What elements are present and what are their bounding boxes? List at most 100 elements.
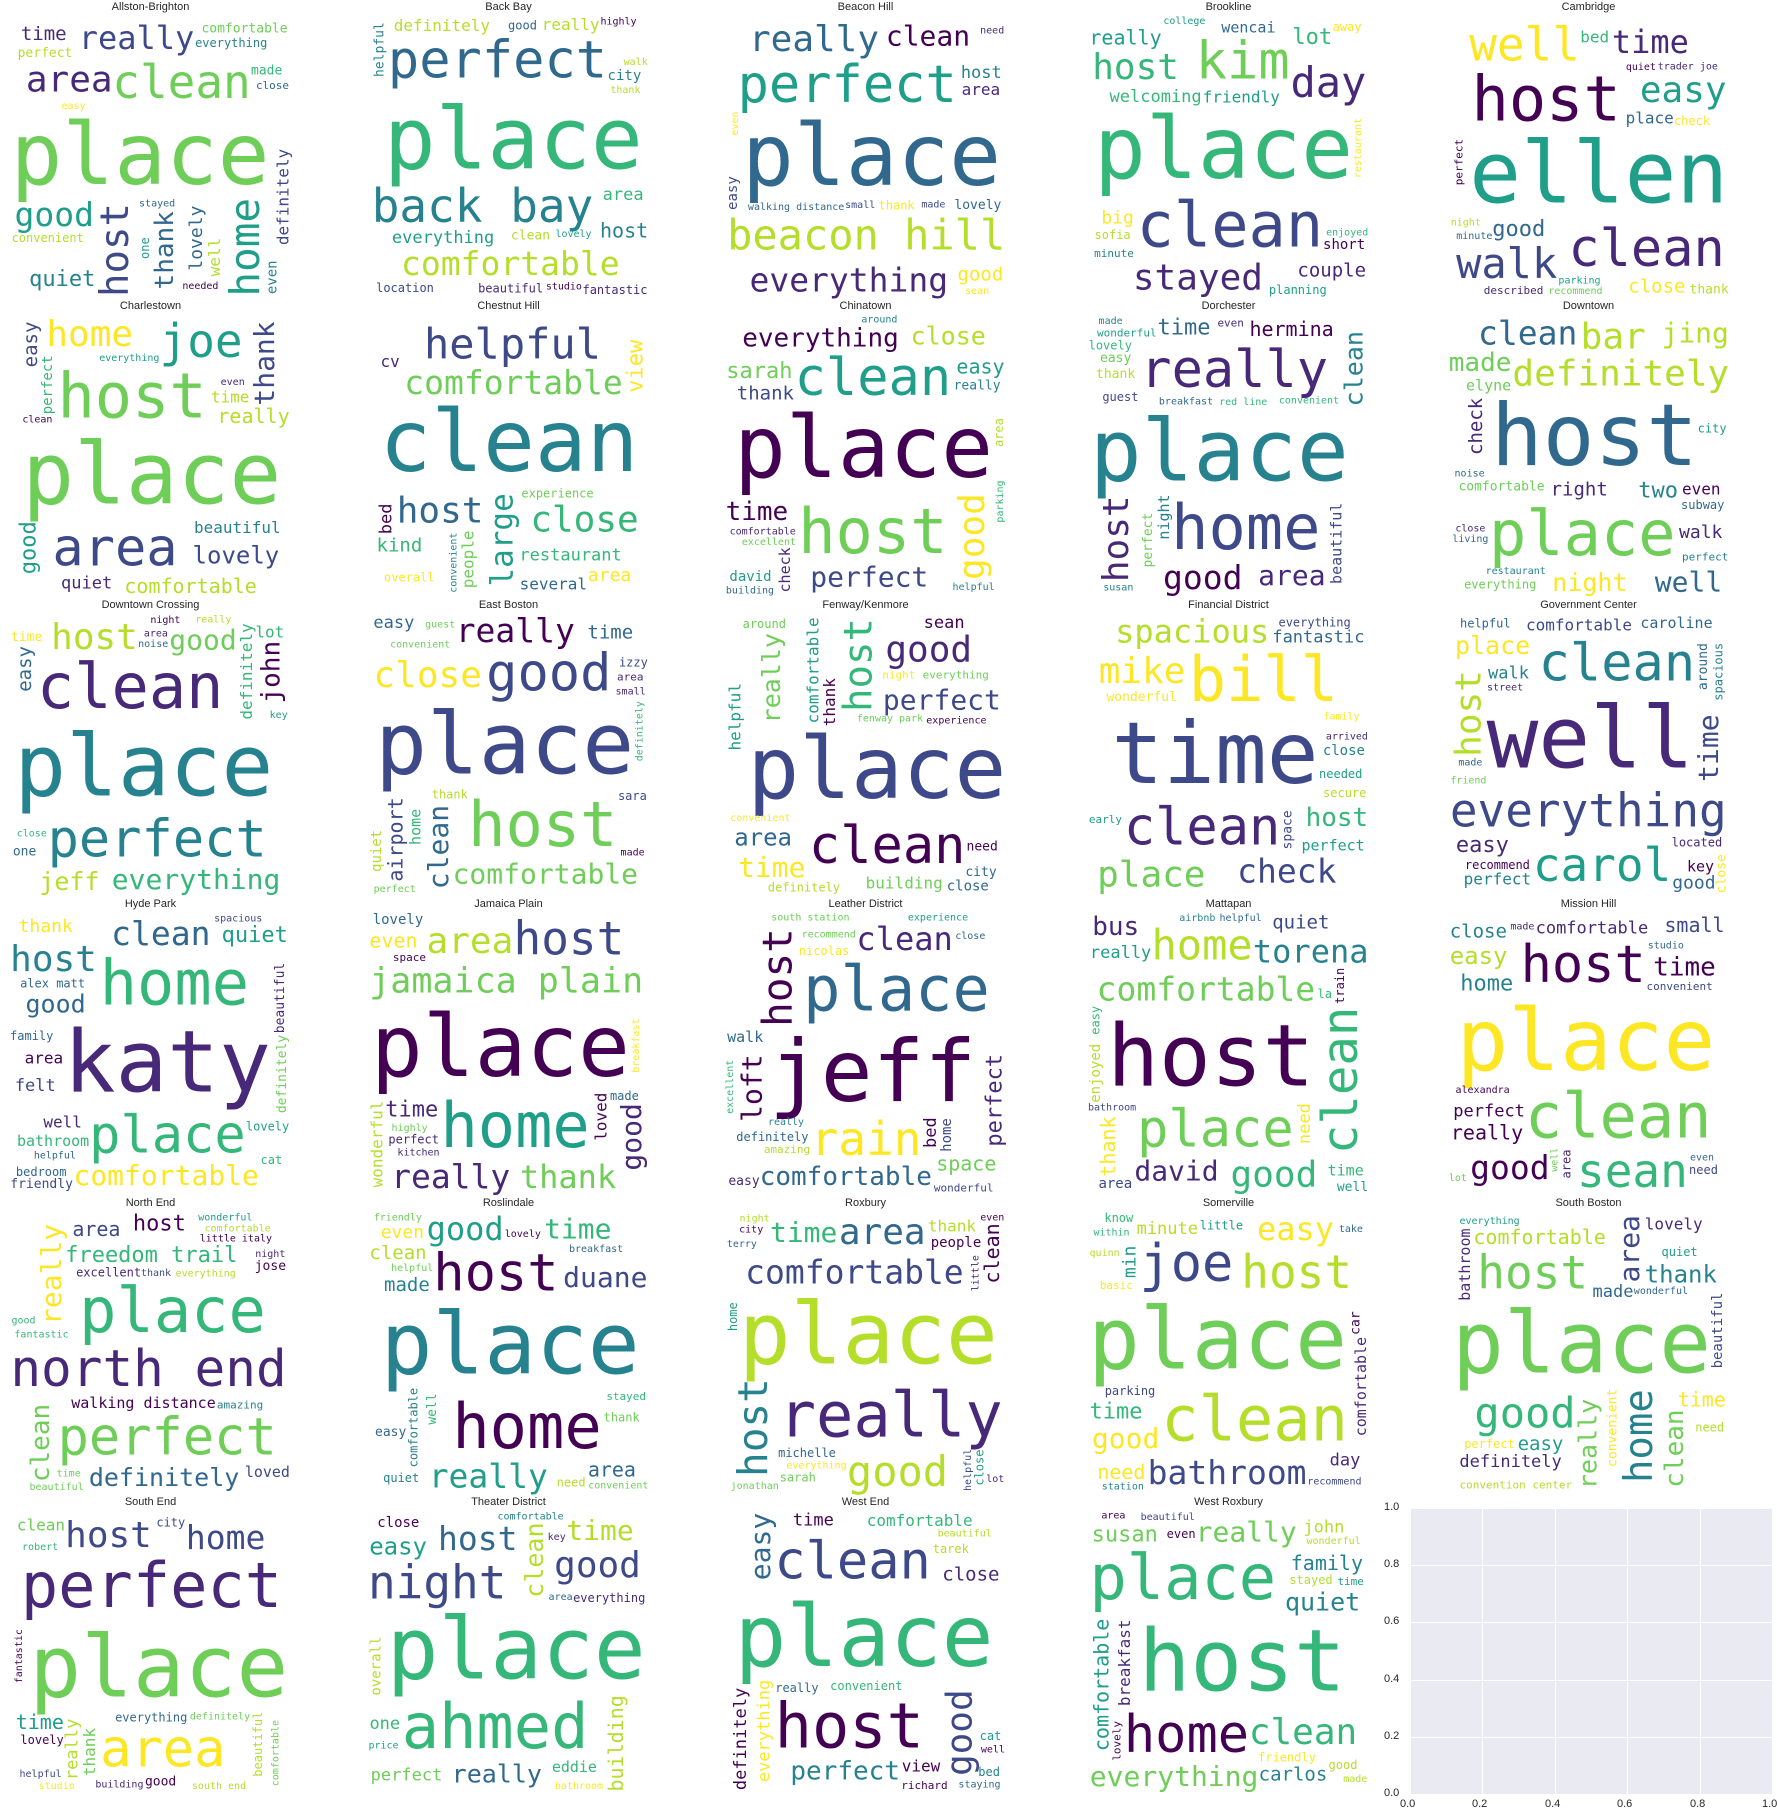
word-made: made bbox=[1099, 316, 1123, 327]
word-time: time bbox=[587, 621, 633, 643]
word-train: train bbox=[1333, 968, 1347, 1004]
word-convenient: convenient bbox=[830, 1679, 902, 1693]
word-home: home bbox=[1460, 971, 1513, 996]
word-thank: thank bbox=[1645, 1261, 1718, 1289]
word-experience: experience bbox=[521, 487, 593, 501]
word-jamaica-plain: jamaica plain bbox=[369, 962, 643, 1002]
word-definitely: definitely bbox=[275, 1035, 290, 1113]
word-night: night bbox=[882, 669, 915, 682]
word-perfect: perfect bbox=[1464, 869, 1531, 888]
word-comfortable: comfortable bbox=[271, 1720, 282, 1786]
word-recommend: recommend bbox=[802, 930, 856, 941]
word-made: made bbox=[1510, 921, 1534, 932]
word-day: day bbox=[1330, 1451, 1361, 1471]
word-street: street bbox=[1487, 682, 1523, 693]
word-good: good bbox=[145, 1775, 176, 1790]
word-comfortable: comfortable bbox=[1526, 615, 1632, 634]
word-beautiful: beautiful bbox=[194, 518, 281, 537]
wordcloud-canvas: place really host comfortable good area clean t… bbox=[723, 1210, 1008, 1495]
word-definitely: definitely bbox=[768, 881, 840, 895]
wordcloud-title: Government Center bbox=[1540, 599, 1637, 611]
word-good: good bbox=[1474, 1388, 1575, 1437]
word-really: really bbox=[768, 1117, 804, 1128]
word-close: close bbox=[911, 322, 986, 351]
word-everything: everything bbox=[1090, 1760, 1259, 1793]
word-studio: studio bbox=[1648, 941, 1684, 952]
word-bed: bed bbox=[978, 1765, 1000, 1779]
word-night: night bbox=[368, 1555, 506, 1609]
word-perfect: perfect bbox=[40, 355, 56, 414]
wordcloud-title: Chestnut Hill bbox=[477, 300, 540, 312]
word-clean: clean bbox=[1161, 1383, 1348, 1456]
word-thank: thank bbox=[1096, 367, 1135, 382]
word-one: one bbox=[369, 1714, 400, 1734]
word-bathroom: bathroom bbox=[17, 1132, 89, 1150]
word-host: host bbox=[1306, 803, 1369, 833]
wordcloud-title: Theater District bbox=[471, 1496, 546, 1508]
word-convenient: convenient bbox=[1605, 1389, 1620, 1467]
word-loved: loved bbox=[592, 1093, 611, 1141]
wordcloud-fenway-kenmore: Fenway/Kenmore place host clean perfect comfo… bbox=[723, 598, 1008, 897]
word-located: located bbox=[1672, 836, 1723, 850]
word-good: good bbox=[952, 493, 993, 580]
word-easy: easy bbox=[1100, 351, 1131, 366]
word-place: place bbox=[742, 106, 1001, 206]
word-min: min bbox=[1120, 1246, 1141, 1279]
wordcloud-roxbury: Roxbury place really host comfortable good are… bbox=[723, 1196, 1008, 1495]
word-minute: minute bbox=[1137, 1219, 1198, 1239]
word-bus: bus bbox=[1092, 912, 1139, 942]
wordcloud-title: Beacon Hill bbox=[837, 1, 894, 13]
word-host: host bbox=[1448, 670, 1489, 757]
word-easy: easy bbox=[1257, 1210, 1334, 1248]
word-sarah: sarah bbox=[726, 359, 792, 384]
word-key: key bbox=[1687, 858, 1714, 876]
word-perfect: perfect bbox=[21, 1549, 282, 1622]
word-thank: thank bbox=[1096, 1116, 1120, 1176]
word-place: place bbox=[1452, 1294, 1711, 1394]
word-even: even bbox=[730, 111, 741, 135]
word-home: home bbox=[440, 1089, 589, 1162]
word-city: city bbox=[739, 1225, 763, 1236]
word-sean: sean bbox=[965, 286, 989, 297]
word-elyne: elyne bbox=[1466, 376, 1511, 394]
word-family: family bbox=[10, 1029, 53, 1043]
word-even: even bbox=[1217, 316, 1244, 329]
word-area: area bbox=[100, 1720, 225, 1780]
wordcloud-title: Financial District bbox=[1188, 599, 1269, 611]
word-staying: staying bbox=[958, 1779, 1000, 1790]
word-need: need bbox=[1097, 1460, 1145, 1484]
word-convenient: convenient bbox=[1279, 396, 1339, 407]
word-host: host bbox=[754, 928, 802, 1027]
word-david: david bbox=[1134, 1155, 1218, 1188]
word-cv: cv bbox=[380, 352, 399, 371]
word-amazing: amazing bbox=[217, 1398, 263, 1411]
word-night: night bbox=[1155, 494, 1173, 539]
word-time: time bbox=[1337, 1575, 1364, 1588]
word-really: really bbox=[1196, 1516, 1297, 1549]
word-lot: lot bbox=[1449, 1173, 1467, 1184]
word-good: good bbox=[1092, 1422, 1159, 1455]
word-kim: kim bbox=[1196, 31, 1290, 91]
wordcloud-charlestown: Charlestown place host area joe comfortable ho… bbox=[8, 299, 293, 598]
wordcloud-title: Chinatown bbox=[839, 300, 892, 312]
wordcloud-leather-district: Leather District jeff place host rain comfort… bbox=[723, 897, 1008, 1196]
word-time: time bbox=[793, 1511, 834, 1531]
word-even: even bbox=[265, 260, 281, 294]
word-key: key bbox=[270, 710, 288, 721]
word-overall: overall bbox=[384, 571, 435, 585]
wordcloud-hyde-park: Hyde Park katy home place host clean comfortab… bbox=[8, 897, 293, 1196]
x-gridline bbox=[1700, 1508, 1701, 1794]
word-bathroom: bathroom bbox=[1088, 1102, 1136, 1113]
word-restaurant: restaurant bbox=[519, 546, 621, 566]
word-time: time bbox=[16, 1710, 64, 1734]
word-clean: clean bbox=[112, 55, 250, 109]
word-comfortable: comfortable bbox=[497, 1511, 563, 1522]
word-studio: studio bbox=[546, 282, 582, 293]
word-city: city bbox=[608, 68, 642, 84]
word-area: area bbox=[839, 1212, 926, 1253]
word-quiet: quiet bbox=[383, 1471, 419, 1485]
word-comfortable: comfortable bbox=[1089, 1619, 1113, 1751]
word-comfortable: comfortable bbox=[867, 1511, 973, 1530]
